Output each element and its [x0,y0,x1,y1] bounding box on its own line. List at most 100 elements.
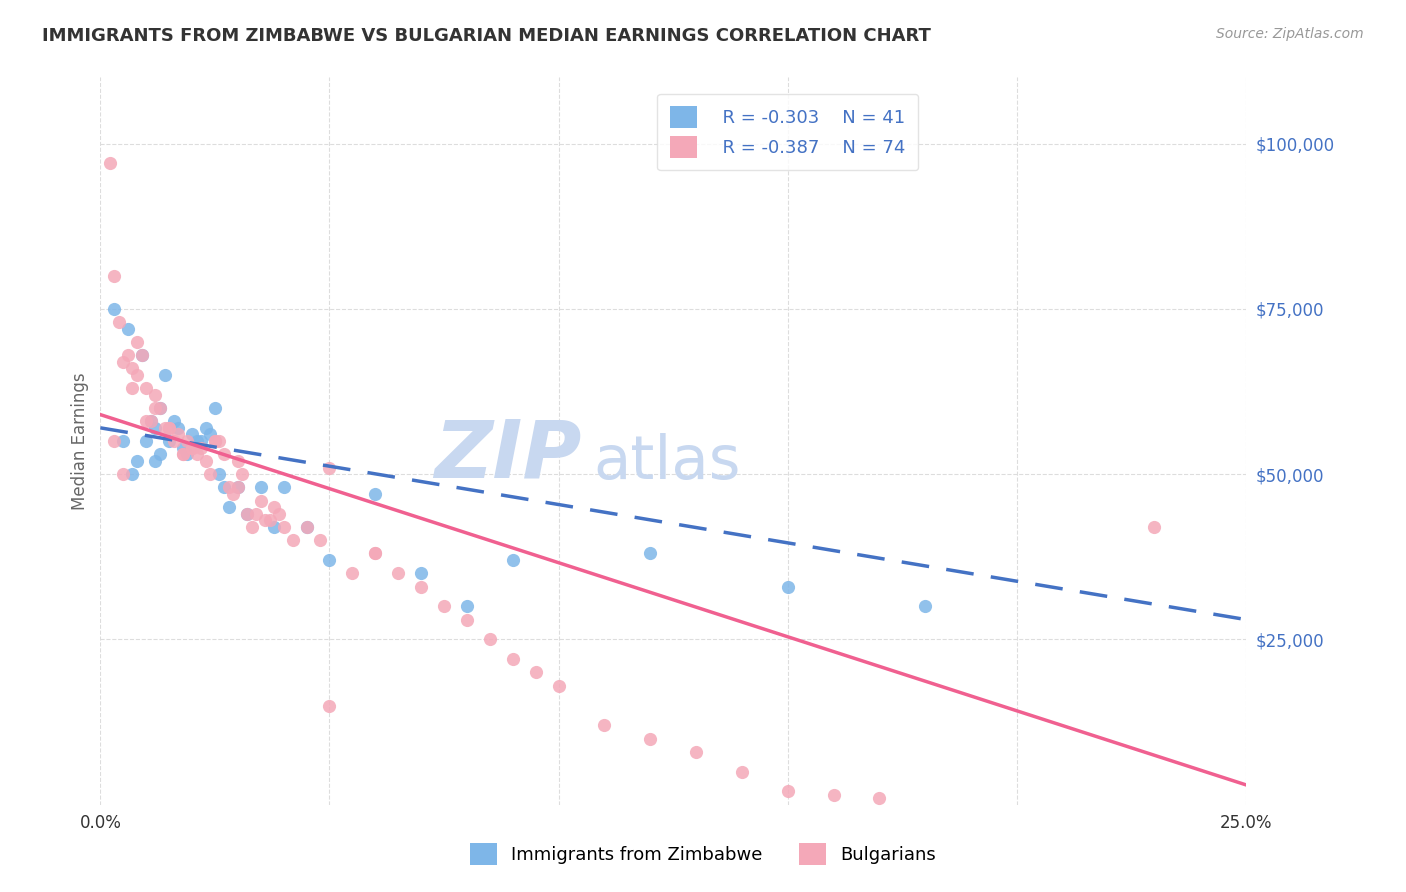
Point [267,507,290,521]
Point [226,454,249,468]
Point [249,493,271,508]
Point [135,434,157,448]
Point [117,348,139,362]
Point [502,652,524,666]
Point [254,513,277,527]
Point [231,467,253,482]
Point [163,414,186,428]
Point [731,764,754,779]
Point [157,421,180,435]
Point [167,421,190,435]
Point [163,434,186,448]
Point [112,434,135,448]
Text: atlas: atlas [593,434,741,492]
Point [236,507,259,521]
Point [112,467,135,482]
Point [149,401,172,415]
Point [245,507,267,521]
Point [181,427,204,442]
Point [638,546,661,560]
Point [273,520,295,534]
Point [107,315,129,329]
Point [153,421,176,435]
Point [103,301,125,316]
Point [240,520,263,534]
Point [200,427,222,442]
Point [176,434,198,448]
Point [342,566,364,581]
Point [456,613,478,627]
Point [295,520,318,534]
Point [226,480,249,494]
Point [524,665,547,680]
Point [411,566,433,581]
Point [456,599,478,614]
Point [318,460,340,475]
Point [218,480,240,494]
Point [139,414,162,428]
Point [249,480,271,494]
Point [318,553,340,567]
Point [309,533,332,548]
Point [263,500,285,515]
Point [190,434,212,448]
Point [172,441,194,455]
Point [638,731,661,746]
Point [172,447,194,461]
Point [204,401,226,415]
Point [117,321,139,335]
Point [181,441,204,455]
Point [502,553,524,567]
Point [411,580,433,594]
Point [1143,520,1166,534]
Point [121,467,143,482]
Point [176,447,198,461]
Point [387,566,409,581]
Point [200,467,222,482]
Point [181,441,204,455]
Point [364,546,387,560]
Point [143,454,166,468]
Point [121,381,143,395]
Point [125,454,148,468]
Point [139,414,162,428]
Point [103,434,125,448]
Point [547,679,569,693]
Point [273,480,295,494]
Point [236,507,259,521]
Point [153,368,176,382]
Point [364,487,387,501]
Point [212,447,235,461]
Point [149,401,172,415]
Point [318,698,340,713]
Point [281,533,304,548]
Point [685,745,707,759]
Point [478,632,501,647]
Point [157,434,180,448]
Point [112,355,135,369]
Point [204,434,226,448]
Legend: Immigrants from Zimbabwe, Bulgarians: Immigrants from Zimbabwe, Bulgarians [461,834,945,874]
Point [149,447,172,461]
Point [131,348,153,362]
Point [190,441,212,455]
Point [218,500,240,515]
Point [212,480,235,494]
Point [259,513,281,527]
Point [868,791,890,805]
Point [103,268,125,283]
Point [263,520,285,534]
Point [172,447,194,461]
Point [194,421,217,435]
Point [295,520,318,534]
Point [914,599,936,614]
Point [776,784,799,798]
Point [143,421,166,435]
Text: IMMIGRANTS FROM ZIMBABWE VS BULGARIAN MEDIAN EARNINGS CORRELATION CHART: IMMIGRANTS FROM ZIMBABWE VS BULGARIAN ME… [42,27,931,45]
Point [208,467,231,482]
Point [204,434,226,448]
Point [143,388,166,402]
Point [776,580,799,594]
Point [186,447,208,461]
Point [121,361,143,376]
